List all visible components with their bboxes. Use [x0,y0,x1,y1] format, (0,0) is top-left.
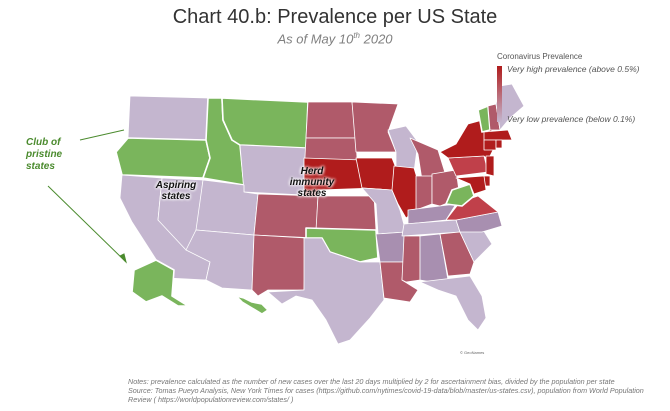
state-md [455,175,487,195]
legend-high-label: Very high prevalence (above 0.5%) [507,64,640,74]
state-in [415,175,433,211]
legend-low-label: Very low prevalence (below 0.1%) [507,114,636,124]
legend-title: Coronavirus Prevalence [497,52,583,61]
legend-color-bar [497,66,502,122]
state-nm [251,234,307,297]
state-ga [439,231,475,277]
state-nd [305,101,357,139]
callout-arrowhead [119,253,127,264]
state-ct [483,139,497,151]
footnotes: Notes: prevalence calculated as the numb… [128,377,658,404]
state-tx [267,237,385,345]
chart-title: Chart 40.b: Prevalence per US State [172,6,498,28]
source-line: Source: Tomas Pueyo Analysis, New York T… [128,386,644,404]
state-ks [315,195,377,231]
state-hi [235,295,269,315]
state-nj [485,155,495,177]
callout-arrow-lower [47,185,127,263]
state-ky [407,203,457,225]
label-herd-immunity-states: Herd immunity states [289,166,335,199]
state-or [115,137,211,179]
state-wa [127,95,209,141]
state-ri [495,139,503,149]
map-credit: © GeoNames [460,350,485,355]
callout-pristine-states: Club of pristine states [26,137,63,172]
state-ak [131,259,189,307]
state-mt [221,97,309,149]
label-aspiring-states: Aspiring states [155,180,197,202]
notes-line: Notes: prevalence calculated as the numb… [128,377,615,386]
state-mn [351,101,399,153]
callout-arrow-upper [79,129,125,141]
state-ar [375,231,407,263]
state-ms [401,235,421,283]
chart-subtitle: As of May 10th 2020 [277,31,393,47]
state-fl [419,275,487,331]
state-ma [483,129,513,141]
state-wv [445,183,475,207]
